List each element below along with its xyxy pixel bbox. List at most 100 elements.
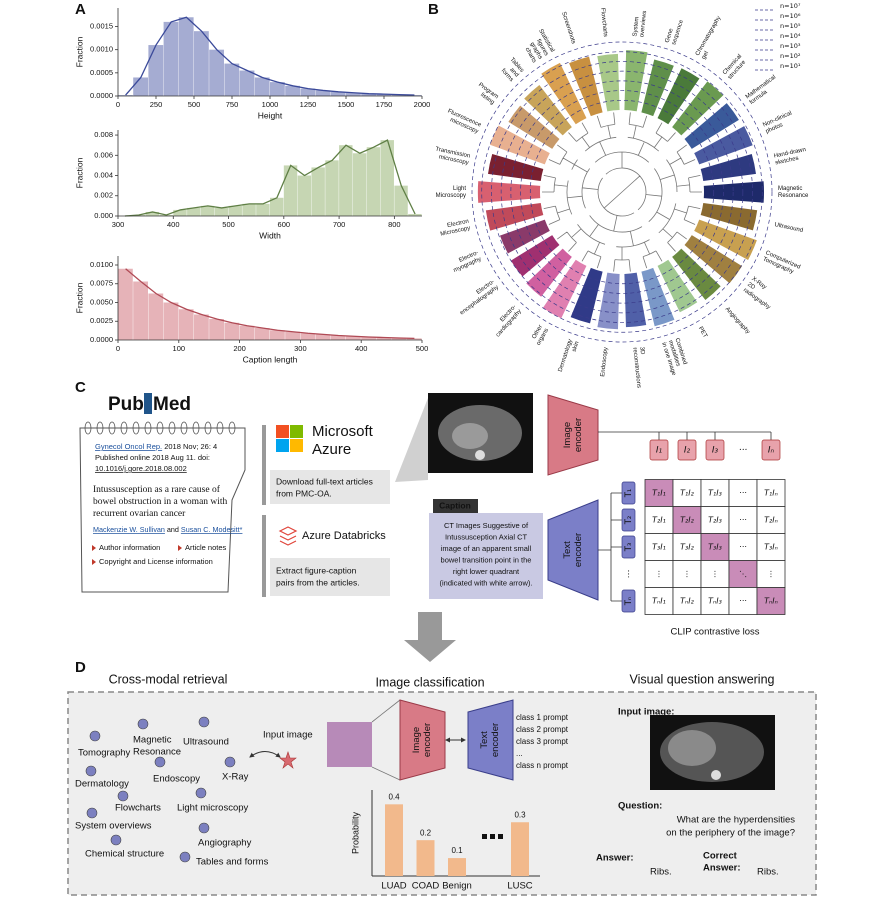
hist-bar bbox=[228, 205, 242, 216]
databricks-brand: Azure Databricks bbox=[302, 530, 386, 542]
encoder-label: encoder bbox=[573, 533, 584, 567]
y-tick-label: 0.004 bbox=[94, 171, 113, 180]
radial-bar bbox=[510, 235, 560, 277]
binder-ring bbox=[108, 421, 116, 435]
y-tick-label: 0.0025 bbox=[90, 316, 113, 325]
issue: 2018 Nov; 26: 4 bbox=[162, 442, 217, 451]
hist-bar bbox=[311, 167, 325, 216]
retrieval-node bbox=[85, 765, 97, 777]
hist-bar bbox=[339, 145, 353, 216]
caption-text: bowel transition point in the bbox=[441, 555, 532, 564]
x-tick-label: 1250 bbox=[300, 100, 317, 109]
matrix-cell bbox=[672, 479, 702, 507]
category-label: Screenshots bbox=[560, 11, 576, 45]
x-tick-label: 1750 bbox=[376, 100, 393, 109]
retrieval-node bbox=[154, 756, 166, 768]
retrieval-node bbox=[195, 787, 207, 799]
hist-bar bbox=[391, 337, 407, 340]
category-label: Chromatography bbox=[695, 15, 723, 57]
image-token-label: I₂ bbox=[684, 446, 691, 456]
value-label: 0.2 bbox=[420, 828, 432, 837]
hist-bar bbox=[285, 331, 300, 340]
matrix-cell bbox=[756, 479, 786, 507]
ellipsis-dot bbox=[482, 834, 487, 839]
radial-bar bbox=[526, 248, 572, 297]
retrieval-node bbox=[224, 756, 236, 768]
x-tick-label: 2000 bbox=[414, 100, 431, 109]
matrix-cell-label: TₙI₃ bbox=[708, 597, 722, 606]
matrix-cell-label: ⋮ bbox=[767, 570, 775, 579]
published: Published online 2018 Aug 11. doi: bbox=[95, 453, 210, 462]
binder-ring bbox=[204, 421, 212, 435]
x-tick-label: 800 bbox=[388, 220, 401, 229]
binder-ring bbox=[120, 421, 128, 435]
hist-bar bbox=[173, 209, 187, 216]
y-tick-label: 0.000 bbox=[94, 211, 113, 220]
hist-bar bbox=[406, 338, 422, 340]
image-token bbox=[677, 439, 697, 461]
category-label: gel bbox=[701, 50, 710, 60]
radial-bar bbox=[703, 181, 764, 203]
article-title: Intussusception as a rare cause of bbox=[93, 484, 221, 495]
y-tick-label: 0.0100 bbox=[90, 260, 113, 269]
caption-box bbox=[429, 513, 543, 599]
hist-bar bbox=[376, 337, 392, 340]
x-tick-label: COAD bbox=[412, 881, 440, 892]
panel-letter: B bbox=[428, 1, 439, 18]
binder-ring bbox=[168, 421, 176, 435]
image-token-label: Iₙ bbox=[768, 446, 775, 456]
y-tick-label: 0.002 bbox=[94, 191, 113, 200]
category-label: sketches bbox=[775, 156, 799, 167]
hist-bar bbox=[361, 337, 376, 340]
node-label: Light microscopy bbox=[177, 803, 249, 814]
hist-bar bbox=[408, 213, 422, 216]
text-token-label: Tₙ bbox=[624, 597, 634, 607]
density-curve bbox=[124, 139, 416, 217]
pubmed-icon bbox=[144, 393, 152, 414]
pubmed-logo: Med bbox=[153, 394, 191, 415]
hist-bar bbox=[148, 45, 164, 96]
author-link: Susan C. Modesitt* bbox=[181, 525, 243, 534]
article-title: recurrent ovarian cancer bbox=[93, 509, 186, 519]
radial-bar bbox=[694, 219, 757, 260]
hist-bar bbox=[214, 207, 229, 216]
x-tick-label: 100 bbox=[173, 344, 186, 353]
panel-letter: D bbox=[75, 659, 86, 676]
matrix-cell-label: T₂I₂ bbox=[680, 516, 694, 525]
category-label: Resonance bbox=[778, 193, 809, 199]
article-link: Copyright and License information bbox=[99, 557, 213, 566]
hist-bar bbox=[254, 328, 270, 340]
radial-bar bbox=[597, 272, 620, 330]
hist-bar bbox=[285, 85, 300, 96]
y-tick-label: 0.0010 bbox=[90, 45, 113, 54]
matrix-cell bbox=[644, 533, 674, 561]
matrix-cell-label: T₁I₃ bbox=[708, 489, 722, 498]
step-box bbox=[270, 558, 390, 596]
azure-logo bbox=[290, 439, 303, 452]
radial-bar bbox=[542, 259, 587, 319]
binder-ring bbox=[228, 421, 236, 435]
text-token-label: T₁ bbox=[624, 489, 634, 499]
text-token-label: T₂ bbox=[624, 516, 634, 526]
hist-bar bbox=[300, 333, 316, 340]
hist-bar bbox=[163, 21, 179, 96]
matrix-cell-label: TₙI₁ bbox=[652, 597, 666, 606]
binder-ring bbox=[156, 421, 164, 435]
text-token bbox=[621, 535, 636, 559]
matrix-cell bbox=[700, 506, 730, 534]
category-label: overviews bbox=[639, 10, 648, 37]
retrieval-arrow bbox=[249, 751, 281, 758]
step-text: Download full-text articles bbox=[276, 476, 373, 486]
node-label: Endoscopy bbox=[153, 774, 200, 785]
y-tick-label: 0.0000 bbox=[90, 91, 113, 100]
encoder-label: Image bbox=[411, 727, 422, 753]
hist-bar bbox=[200, 205, 215, 216]
vqa-label: Question: bbox=[618, 801, 662, 812]
radial-bar bbox=[700, 202, 758, 231]
step-bar bbox=[262, 425, 266, 505]
hist-bar bbox=[346, 92, 361, 96]
category-label: Ultrasound bbox=[774, 222, 804, 234]
loss-label: CLIP contrastive loss bbox=[670, 627, 759, 638]
y-tick-label: 0.0050 bbox=[90, 297, 113, 306]
matrix-cell bbox=[728, 533, 758, 561]
